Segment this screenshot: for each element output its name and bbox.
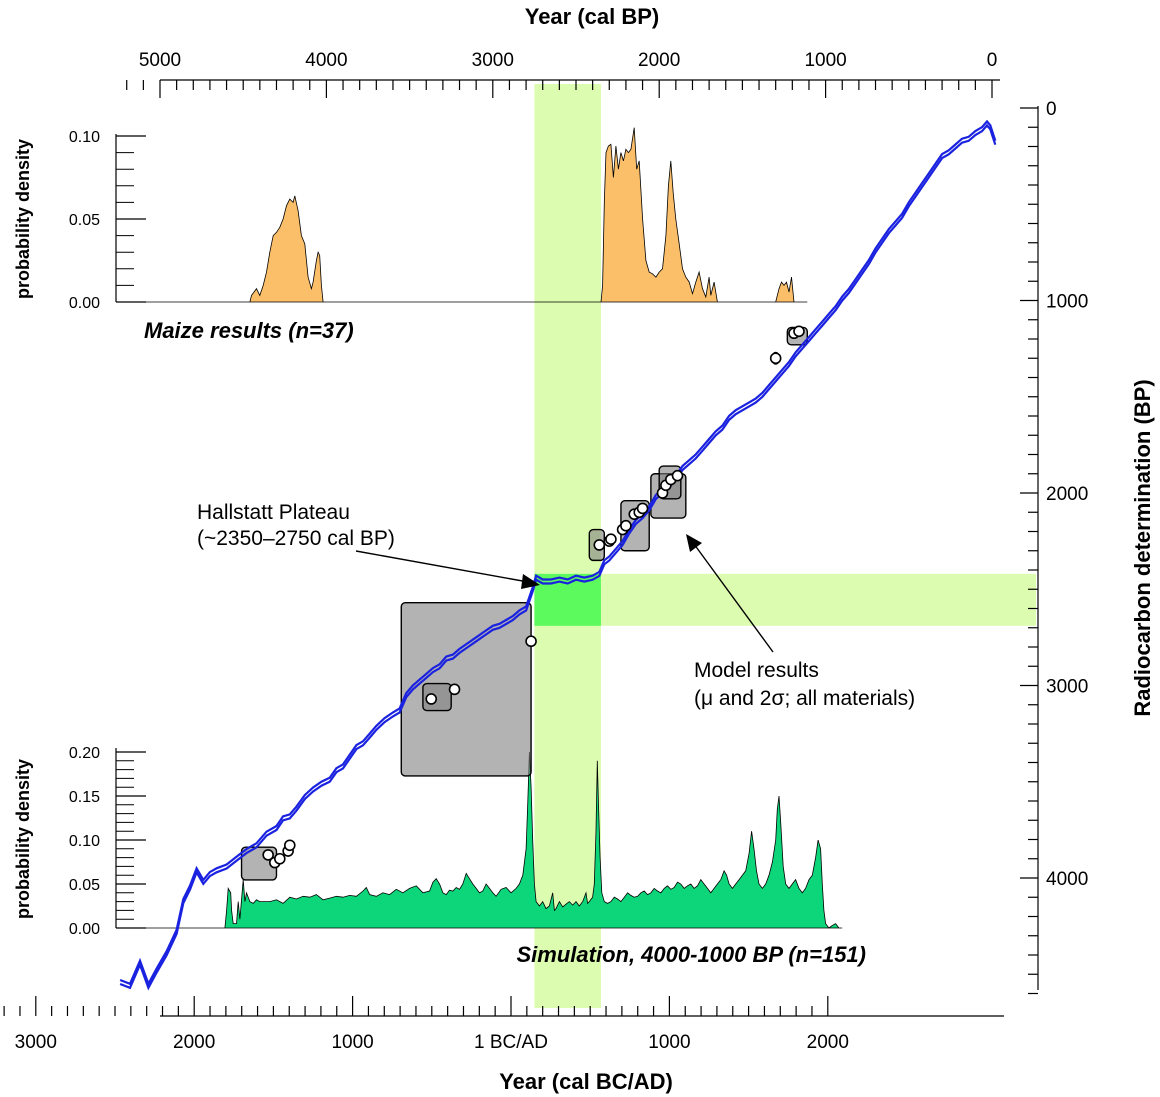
top-axis: 5000 4000 3000 2000 1000 0 Year (cal BP) <box>126 4 1000 98</box>
maize-tick-label: 0.10 <box>69 129 100 146</box>
model-arrowhead <box>686 534 702 552</box>
bottom-tick-label: 3000 <box>15 1032 57 1053</box>
right-tick-label: 4000 <box>1046 869 1088 890</box>
bottom-tick-label: 1000 <box>331 1032 373 1053</box>
right-axis-ticks: 0 1000 2000 3000 4000 <box>1020 99 1088 995</box>
top-tick-label: 4000 <box>305 50 347 71</box>
simulation-tick-label: 0.15 <box>69 789 100 806</box>
maize-density-area <box>120 127 808 303</box>
simulation-tick-label: 0.05 <box>69 877 100 894</box>
model-result-point <box>605 533 617 546</box>
bottom-tick-label: 1 BC/AD <box>474 1032 548 1053</box>
model-result-point <box>425 693 438 705</box>
model-result-point <box>620 519 632 532</box>
calibration-curve-lower <box>119 123 997 991</box>
model-result-point <box>448 683 461 696</box>
model-result-points <box>262 325 805 869</box>
simulation-panel-title: Simulation, 4000-1000 BP (n=151) <box>517 942 867 967</box>
hallstatt-arrowhead <box>521 574 540 589</box>
top-tick-label: 2000 <box>638 50 680 71</box>
model-result-box <box>400 602 532 777</box>
top-tick-label: 0 <box>987 50 998 71</box>
right-tick-label: 3000 <box>1046 677 1088 698</box>
model-label-line1: Model results <box>694 659 819 682</box>
model-results <box>240 326 808 881</box>
right-axis-title: Radiocarbon determination (BP) <box>1130 379 1155 716</box>
top-tick-label: 1000 <box>804 50 846 71</box>
simulation-panel: 0.00 0.05 0.10 0.15 0.20 probability density… <box>13 745 866 967</box>
model-result-point <box>769 352 782 365</box>
right-tick-label: 2000 <box>1046 484 1088 505</box>
maize-panel: 0.00 0.05 0.10 probability density Maize r… <box>13 127 808 343</box>
bottom-axis-ticks: 3000 2000 1000 1 BC/AD 1000 2000 <box>3 996 849 1053</box>
maize-tick-label: 0.05 <box>69 212 100 229</box>
bottom-axis: 3000 2000 1000 1 BC/AD 1000 2000 Year (cal BC… <box>3 996 1004 1094</box>
calibration-curve <box>119 119 997 991</box>
model-result-point <box>525 635 537 648</box>
right-tick-label: 0 <box>1046 99 1057 120</box>
model-result-point <box>671 469 684 482</box>
simulation-y-ticks: 0.00 0.05 0.10 0.15 0.20 <box>69 745 146 938</box>
hallstatt-label-line1: Hallstatt Plateau <box>197 501 350 524</box>
simulation-density-area <box>120 751 843 929</box>
hallstatt-intersection <box>534 573 601 626</box>
model-result-point <box>636 502 649 515</box>
hallstatt-horizontal-band <box>534 573 1036 626</box>
right-tick-label: 1000 <box>1046 292 1088 313</box>
simulation-tick-label: 0.00 <box>69 921 100 938</box>
simulation-tick-label: 0.10 <box>69 833 100 850</box>
model-arrow-line <box>693 543 774 653</box>
model-result-point <box>274 852 286 865</box>
bottom-tick-label: 2000 <box>807 1032 849 1053</box>
hallstatt-arrow-line <box>355 550 529 583</box>
calibration-curve-upper <box>119 119 997 987</box>
maize-y-ticks: 0.00 0.05 0.10 <box>69 129 146 312</box>
bottom-axis-title: Year (cal BC/AD) <box>499 1069 673 1094</box>
maize-panel-title: Maize results (n=37) <box>144 318 354 343</box>
hallstatt-label-line2: (~2350–2750 cal BP) <box>197 527 395 550</box>
model-result-point <box>283 839 296 852</box>
top-axis-title: Year (cal BP) <box>525 4 660 29</box>
top-tick-label: 5000 <box>139 50 181 71</box>
top-tick-label: 3000 <box>472 50 514 71</box>
model-annotation: Model results (μ and 2σ; all materials) <box>686 534 915 710</box>
model-result-point <box>262 849 274 861</box>
model-label-line2: (μ and 2σ; all materials) <box>694 687 915 710</box>
simulation-y-axis-label: probability density <box>13 759 33 919</box>
bottom-tick-label: 2000 <box>173 1032 215 1053</box>
maize-y-axis-label: probability density <box>13 139 33 299</box>
bottom-tick-label: 1000 <box>648 1032 690 1053</box>
hallstatt-annotation: Hallstatt Plateau (~2350–2750 cal BP) <box>197 501 540 589</box>
simulation-tick-label: 0.20 <box>69 745 100 762</box>
model-result-point <box>593 539 606 551</box>
model-result-point <box>793 325 805 338</box>
maize-tick-label: 0.00 <box>69 295 100 312</box>
right-axis: 0 1000 2000 3000 4000 Radiocarbon determinat… <box>1020 99 1155 995</box>
top-axis-ticks: 5000 4000 3000 2000 1000 0 <box>126 50 998 98</box>
